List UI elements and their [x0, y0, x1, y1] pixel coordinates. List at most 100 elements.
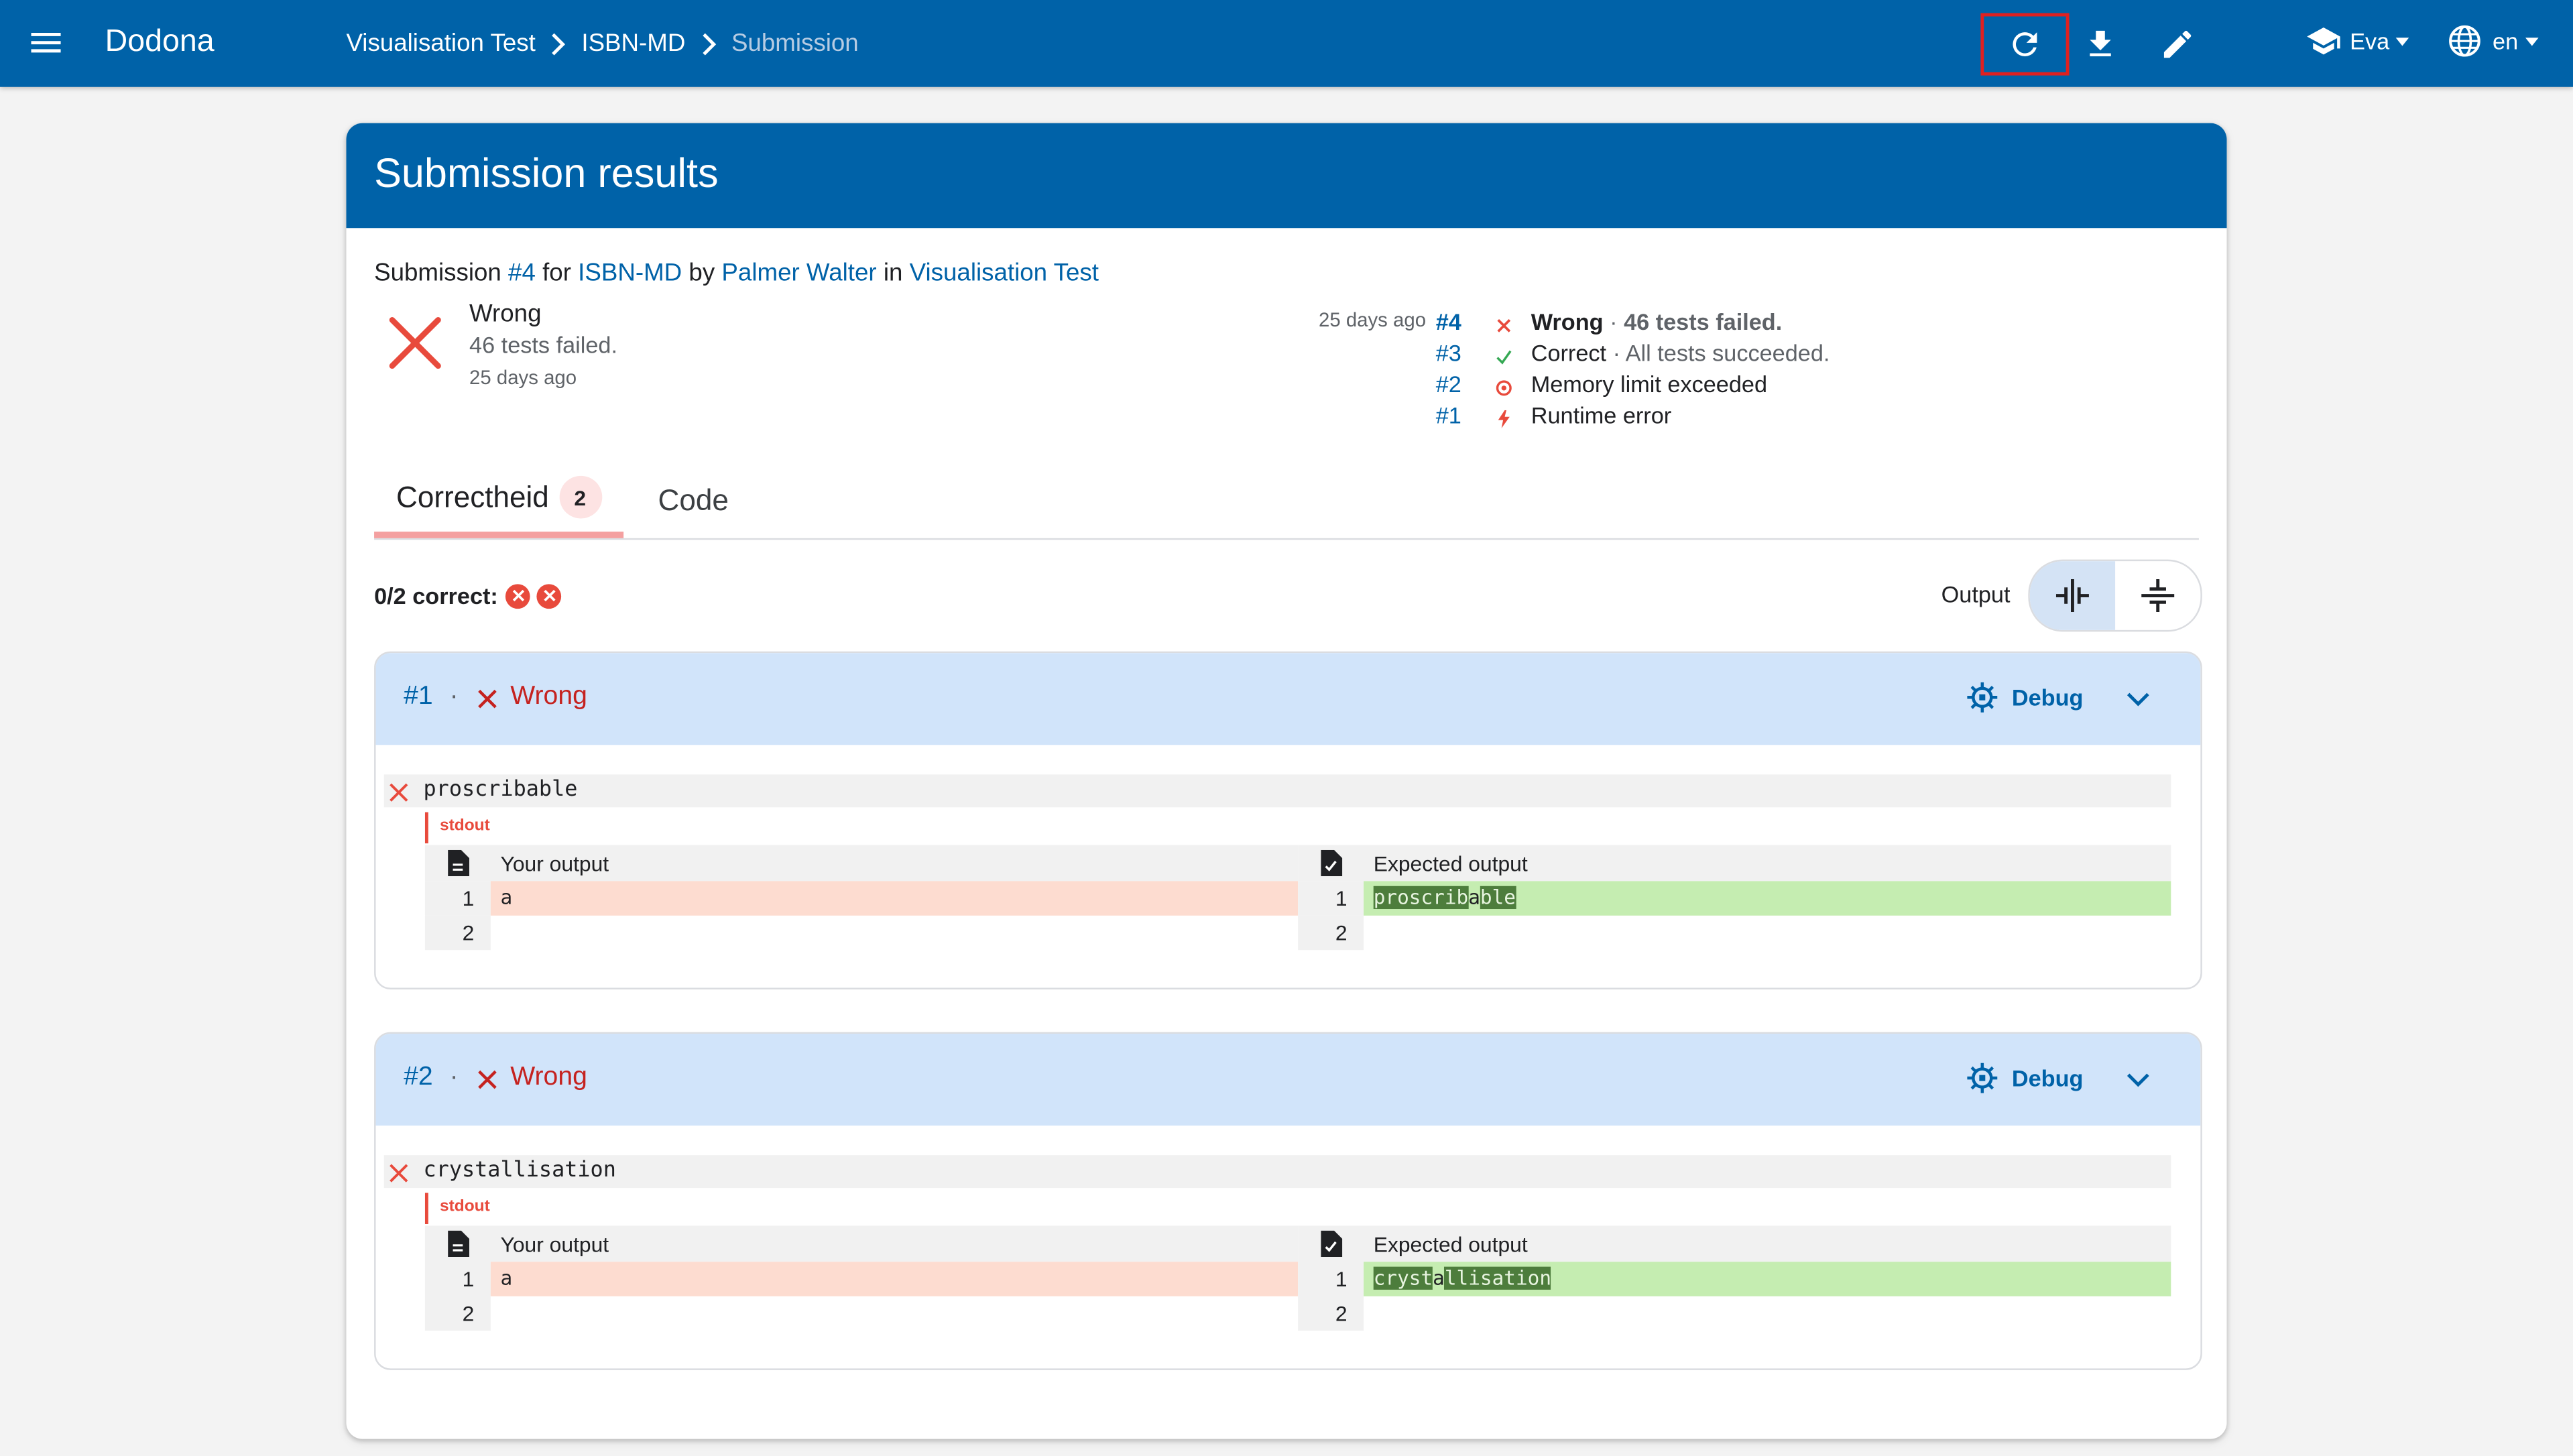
breadcrumb-course[interactable]: Visualisation Test	[346, 29, 536, 58]
expected-output-panel: Expected output 1 proscribable 2	[1298, 845, 2171, 988]
top-navbar: Dodona Visualisation Test ISBN-MD Submis…	[0, 0, 2573, 87]
summary-text: Submission	[374, 259, 509, 288]
line-number: 1	[1298, 1262, 1364, 1296]
test-group-header: #2 · Wrong Debug	[375, 1034, 2201, 1126]
caret-down-icon	[2395, 38, 2409, 46]
line-number-text: 2	[462, 920, 475, 945]
diff-line-deleted: a	[490, 1262, 1299, 1296]
pencil-icon	[2163, 30, 2192, 58]
test-group-header: #1 · Wrong Debug	[375, 653, 2201, 745]
status-time: 25 days ago	[469, 365, 577, 389]
history-detail: 46 tests failed.	[1624, 308, 1783, 335]
caret-down-icon	[2524, 38, 2538, 46]
history-detail: All tests succeeded.	[1625, 339, 1830, 366]
expected-output-panel: Expected output 1 crystallisation 2	[1298, 1225, 2171, 1368]
line-number-text: 1	[1335, 886, 1348, 911]
history-link-1[interactable]: #1	[1435, 402, 1461, 428]
wrong-status-icon	[387, 315, 443, 371]
line-number: 2	[1298, 1296, 1364, 1331]
download-button[interactable]	[2056, 13, 2145, 76]
file-check-icon	[1319, 849, 1343, 877]
history-status-4: Wrong · 46 tests failed.	[1531, 308, 1783, 335]
x-icon	[389, 1162, 408, 1182]
your-output-label: Your output	[500, 1232, 609, 1257]
test-input: crystallisation	[423, 1158, 616, 1183]
history-link-2[interactable]: #2	[1435, 371, 1461, 398]
bug-gear-icon	[1967, 1063, 1998, 1093]
debug-button[interactable]: Debug	[1964, 1060, 2084, 1096]
error-dot-icon[interactable]	[506, 583, 531, 608]
channel-marker	[424, 812, 428, 844]
line-number: 1	[424, 1262, 491, 1296]
debug-label: Debug	[2011, 684, 2084, 711]
line-number: 1	[1298, 881, 1364, 916]
result-tabs: Correctheid 2 Code	[374, 463, 2199, 540]
chevron-right-icon	[689, 30, 728, 56]
error-dot-icon[interactable]	[537, 583, 562, 608]
check-icon	[1495, 345, 1513, 374]
split-vertical-icon	[2141, 579, 2175, 612]
separator-dot: ·	[449, 682, 459, 711]
memory-icon	[1495, 376, 1513, 406]
history-status-text: Wrong	[1531, 308, 1604, 335]
submission-card: Submission results Submission #4 for ISB…	[346, 123, 2227, 1439]
breadcrumb-exercise[interactable]: ISBN-MD	[581, 29, 686, 58]
history-link-4[interactable]: #4	[1435, 308, 1461, 335]
tab-badge: 2	[558, 475, 602, 519]
submission-link[interactable]: #4	[508, 259, 536, 288]
diff-line-deleted: a	[490, 881, 1299, 916]
correct-summary-text: 0/2 correct:	[374, 582, 498, 609]
tab-correctheid[interactable]: Correctheid 2	[374, 463, 624, 538]
history-status-1: Runtime error	[1531, 402, 1672, 428]
history-link-3[interactable]: #3	[1435, 339, 1461, 366]
chevron-down-icon[interactable]	[2120, 1062, 2156, 1098]
hamburger-menu-icon[interactable]	[26, 23, 66, 62]
split-view-button[interactable]	[2029, 561, 2116, 630]
group-number-link[interactable]: #2	[404, 1063, 433, 1091]
expected-output-label: Expected output	[1373, 851, 1528, 877]
line-number-text: 1	[462, 886, 475, 911]
summary-text: by	[682, 259, 722, 288]
diff-header: Your output	[424, 845, 1299, 882]
diff-header: Expected output	[1298, 1225, 2171, 1262]
test-input-row: proscribable	[383, 774, 2171, 808]
file-icon	[446, 849, 470, 877]
tab-code[interactable]: Code	[658, 463, 729, 538]
test-group-1: #1 · Wrong Debug proscribable stdout Y	[374, 651, 2202, 989]
channel-label: stdout	[439, 816, 490, 835]
app-brand[interactable]: Dodona	[105, 24, 215, 60]
user-name: Eva	[2350, 27, 2390, 54]
user-link[interactable]: Palmer Walter	[721, 259, 877, 288]
edit-button[interactable]	[2133, 13, 2222, 76]
your-output-panel: Your output 1 a 2	[424, 1225, 1299, 1368]
exercise-link[interactable]: ISBN-MD	[578, 259, 682, 288]
unified-view-button[interactable]	[2115, 561, 2200, 630]
x-icon	[389, 781, 408, 802]
course-link[interactable]: Visualisation Test	[909, 259, 1099, 288]
x-icon	[476, 688, 499, 711]
separator-dot: ·	[449, 1063, 459, 1091]
diff-line-inserted: crystallisation	[1364, 1262, 2171, 1296]
user-menu[interactable]: Eva	[2304, 23, 2409, 59]
history-status-text: Correct	[1531, 339, 1607, 366]
download-icon	[2090, 30, 2111, 57]
file-check-icon	[1319, 1230, 1343, 1257]
test-input: proscribable	[423, 778, 578, 802]
history-time: 25 days ago	[1318, 308, 1427, 332]
group-number-link[interactable]: #1	[404, 682, 433, 711]
refresh-icon	[2013, 32, 2037, 57]
diff-highlight: cryst	[1373, 1266, 1433, 1290]
chevron-right-icon	[539, 30, 579, 56]
x-icon	[1495, 314, 1513, 343]
line-number-text: 2	[462, 1301, 475, 1326]
chevron-down-icon[interactable]	[2120, 681, 2156, 717]
output-label: Output	[1941, 581, 2011, 607]
flash-icon	[1496, 407, 1511, 436]
line-number: 1	[424, 881, 491, 916]
debug-button[interactable]: Debug	[1964, 679, 2084, 715]
bug-gear-icon	[1967, 682, 1998, 713]
line-text: a	[500, 1266, 513, 1290]
language-menu[interactable]: en	[2447, 23, 2538, 59]
diff-common: a	[1468, 886, 1480, 910]
diff-header: Your output	[424, 1225, 1299, 1262]
